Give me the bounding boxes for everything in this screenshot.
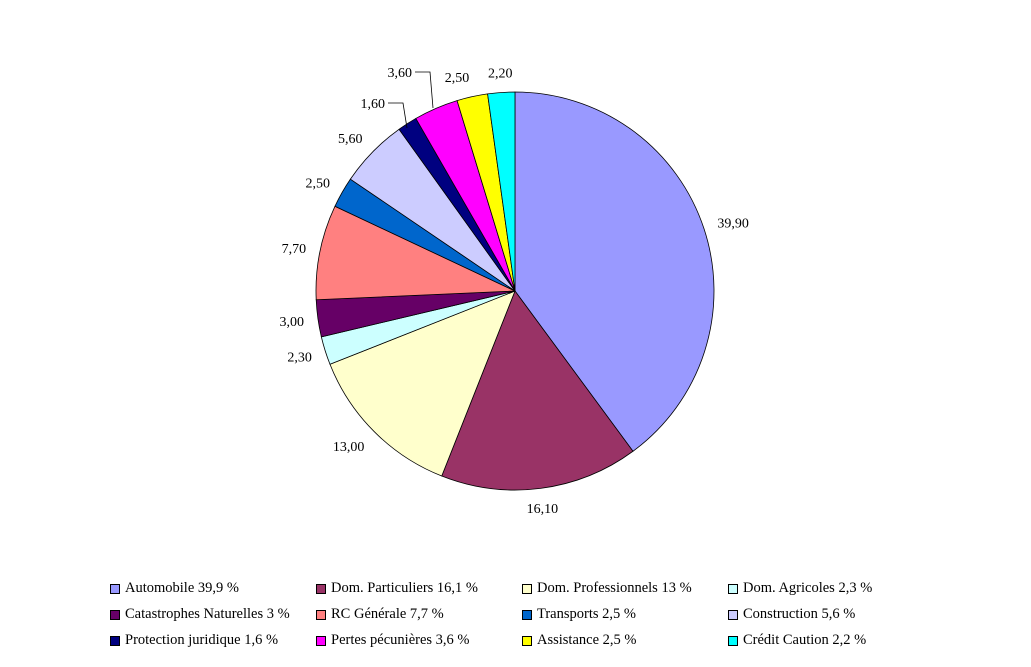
- legend-label: Catastrophes Naturelles 3 %: [125, 606, 290, 622]
- data-label: 1,60: [361, 97, 386, 112]
- data-label: 2,30: [287, 351, 312, 366]
- legend-item: Crédit Caution 2,2 %: [728, 632, 866, 649]
- pie-slice: [315, 205, 516, 301]
- legend-label: RC Générale 7,7 %: [331, 606, 444, 622]
- legend-swatch: [316, 609, 326, 620]
- data-label: 2,50: [305, 176, 330, 191]
- legend-item: Transports 2,5 %: [522, 606, 636, 623]
- legend-item: Dom. Professionnels 13 %: [522, 580, 692, 597]
- legend-swatch: [316, 635, 326, 646]
- legend-item: Pertes pécunières 3,6 %: [316, 632, 470, 649]
- legend-label: Dom. Professionnels 13 %: [537, 580, 692, 596]
- legend-swatch: [728, 583, 738, 594]
- pie-slice: [487, 91, 516, 292]
- legend-label: Automobile 39,9 %: [125, 580, 239, 596]
- legend-swatch: [728, 609, 738, 620]
- legend-swatch: [522, 609, 532, 620]
- data-label: 16,10: [527, 502, 559, 517]
- legend-swatch: [110, 583, 120, 594]
- legend-label: Crédit Caution 2,2 %: [743, 632, 867, 648]
- leader-line: [415, 71, 434, 109]
- pie-slice: [441, 290, 634, 491]
- legend-label: Pertes pécunières 3,6 %: [331, 632, 470, 648]
- legend-swatch: [728, 635, 738, 646]
- data-label: 13,00: [333, 440, 365, 455]
- legend-item: Construction 5,6 %: [728, 606, 855, 623]
- legend-item: Dom. Particuliers 16,1 %: [316, 580, 478, 597]
- legend-item: Assistance 2,5 %: [522, 632, 636, 649]
- legend-label: Construction 5,6 %: [743, 606, 856, 622]
- legend-label: Assistance 2,5 %: [537, 632, 637, 648]
- legend-item: RC Générale 7,7 %: [316, 606, 444, 623]
- legend-item: Catastrophes Naturelles 3 %: [110, 606, 290, 623]
- legend-label: Dom. Agricoles 2,3 %: [743, 580, 873, 596]
- data-label: 3,00: [280, 315, 305, 330]
- legend-label: Dom. Particuliers 16,1 %: [331, 580, 478, 596]
- data-label: 39,90: [717, 217, 749, 232]
- pie-slice: [329, 290, 516, 477]
- legend-swatch: [522, 635, 532, 646]
- legend-swatch: [110, 609, 120, 620]
- legend-item: Dom. Agricoles 2,3 %: [728, 580, 872, 597]
- legend-item: Automobile 39,9 %: [110, 580, 239, 597]
- pie-slice: [514, 91, 715, 452]
- legend-item: Protection juridique 1,6 %: [110, 632, 278, 649]
- legend-label: Transports 2,5 %: [537, 606, 636, 622]
- data-label: 5,60: [338, 132, 363, 147]
- legend-swatch: [316, 583, 326, 594]
- data-label: 7,70: [282, 242, 307, 257]
- data-label: 3,60: [388, 66, 413, 81]
- legend-swatch: [110, 635, 120, 646]
- leader-line: [388, 102, 408, 129]
- data-label: 2,20: [488, 67, 513, 82]
- legend-swatch: [522, 583, 532, 594]
- data-label: 2,50: [445, 71, 470, 86]
- legend-label: Protection juridique 1,6 %: [125, 632, 279, 648]
